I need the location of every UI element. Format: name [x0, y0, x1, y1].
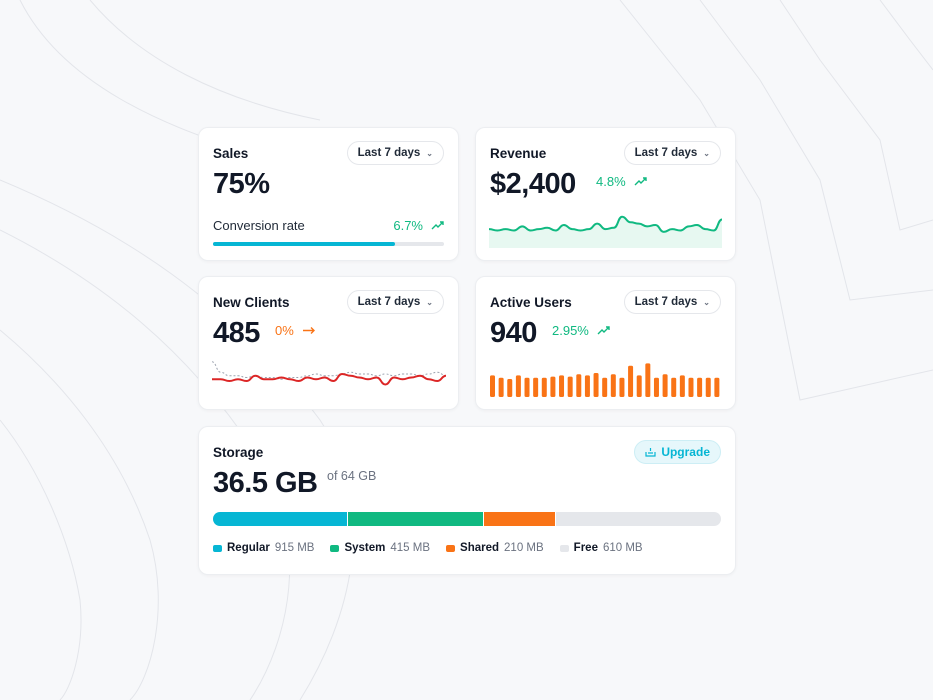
active-users-card: Active Users Last 7 days ⌄ 940 2.95% — [475, 276, 736, 410]
upgrade-button[interactable]: Upgrade — [634, 440, 721, 464]
chevron-down-icon: ⌄ — [703, 148, 710, 158]
storage-title: Storage — [213, 445, 264, 460]
active-users-bar — [567, 376, 573, 397]
storage-legend: Regular 915 MB System 415 MB Shared 210 MB Fre… — [213, 542, 643, 554]
upgrade-icon — [645, 448, 656, 457]
active-users-bar — [671, 377, 677, 397]
storage-usage-bar — [213, 512, 721, 526]
conversion-delta: 6.7% — [393, 218, 423, 233]
conversion-progress — [213, 242, 444, 246]
revenue-line — [489, 215, 722, 233]
revenue-value: $2,400 — [490, 168, 576, 200]
storage-segment-regular — [213, 512, 348, 526]
active-users-bar — [662, 374, 668, 397]
sales-title: Sales — [213, 146, 249, 161]
legend-item-free: Free 610 MB — [559, 542, 643, 554]
new-clients-card: New Clients Last 7 days ⌄ 485 0% — [198, 276, 459, 410]
storage-segment-system — [348, 512, 483, 526]
active-users-delta: 2.95% — [552, 323, 589, 338]
active-users-bar-chart — [490, 363, 720, 397]
trend-up-icon — [634, 177, 647, 186]
revenue-area — [489, 216, 722, 248]
range-label: Last 7 days — [634, 296, 698, 308]
sales-card: Sales Last 7 days ⌄ 75% Conversion rate 6… — [198, 127, 459, 261]
active-users-bar — [576, 374, 582, 397]
legend-size: 415 MB — [390, 542, 431, 554]
storage-segment-shared — [483, 512, 556, 526]
active-users-bar — [679, 375, 685, 397]
previous-period-line — [212, 361, 446, 380]
new-clients-title: New Clients — [213, 295, 290, 310]
revenue-sparkline — [489, 215, 722, 248]
active-users-bar — [559, 375, 565, 397]
revenue-range-dropdown[interactable]: Last 7 days ⌄ — [623, 141, 721, 165]
active-users-bar — [705, 377, 711, 397]
arrow-right-icon — [302, 327, 315, 334]
active-users-bar — [619, 377, 625, 397]
new-clients-range-dropdown[interactable]: Last 7 days ⌄ — [346, 290, 444, 314]
active-users-bar — [533, 377, 539, 397]
active-users-bar — [714, 377, 720, 397]
active-users-bar — [653, 377, 659, 397]
active-users-bar — [688, 377, 694, 397]
legend-swatch — [330, 544, 340, 552]
active-users-range-dropdown[interactable]: Last 7 days ⌄ — [623, 290, 721, 314]
new-clients-value: 485 — [213, 317, 260, 349]
active-users-bar — [636, 375, 642, 397]
upgrade-label: Upgrade — [661, 445, 710, 459]
active-users-title: Active Users — [490, 295, 572, 310]
new-clients-sparkline — [212, 361, 446, 386]
active-users-bar — [498, 377, 504, 397]
sales-range-dropdown[interactable]: Last 7 days ⌄ — [346, 141, 444, 165]
range-label: Last 7 days — [357, 296, 421, 308]
storage-total: of 64 GB — [327, 469, 377, 483]
legend-size: 210 MB — [504, 542, 544, 554]
legend-swatch — [446, 544, 456, 552]
storage-value: 36.5 GB — [213, 467, 318, 499]
legend-label: Regular — [227, 542, 270, 554]
legend-item-shared: Shared 210 MB — [446, 542, 544, 554]
legend-swatch — [213, 544, 222, 552]
active-users-bar — [628, 365, 634, 397]
conversion-progress-fill — [213, 242, 396, 246]
legend-label: Shared — [460, 542, 500, 554]
chevron-down-icon: ⌄ — [426, 297, 433, 307]
storage-card: Storage Upgrade 36.5 GB of 64 GB Regular… — [198, 426, 736, 575]
active-users-value: 940 — [490, 317, 537, 349]
legend-label: System — [344, 542, 386, 554]
current-period-line — [212, 372, 446, 386]
legend-swatch — [559, 544, 569, 552]
active-users-bar — [602, 377, 608, 397]
revenue-delta: 4.8% — [596, 174, 626, 189]
legend-item-system: System 415 MB — [330, 542, 430, 554]
active-users-bar — [593, 373, 599, 397]
new-clients-delta: 0% — [275, 323, 294, 338]
revenue-title: Revenue — [490, 146, 547, 161]
trend-up-icon — [431, 221, 444, 230]
active-users-bar — [524, 377, 530, 397]
sales-value: 75% — [213, 168, 270, 200]
active-users-bar — [541, 377, 547, 397]
conversion-label: Conversion rate — [213, 218, 305, 233]
active-users-bar — [697, 377, 703, 397]
legend-item-regular: Regular 915 MB — [213, 542, 314, 554]
active-users-bar — [515, 375, 521, 397]
active-users-bar — [610, 374, 616, 397]
active-users-bar — [645, 363, 651, 397]
active-users-bar — [584, 375, 590, 397]
storage-segment-free — [556, 512, 721, 526]
chevron-down-icon: ⌄ — [703, 297, 710, 307]
trend-up-icon — [597, 326, 610, 335]
legend-label: Free — [573, 542, 598, 554]
active-users-bar — [490, 375, 495, 397]
chevron-down-icon: ⌄ — [426, 148, 433, 158]
legend-size: 610 MB — [602, 542, 643, 554]
range-label: Last 7 days — [357, 147, 421, 159]
active-users-bar — [550, 376, 556, 397]
active-users-bar — [507, 379, 513, 397]
range-label: Last 7 days — [634, 147, 698, 159]
legend-size: 915 MB — [274, 542, 315, 554]
revenue-card: Revenue Last 7 days ⌄ $2,400 4.8% — [475, 127, 736, 261]
